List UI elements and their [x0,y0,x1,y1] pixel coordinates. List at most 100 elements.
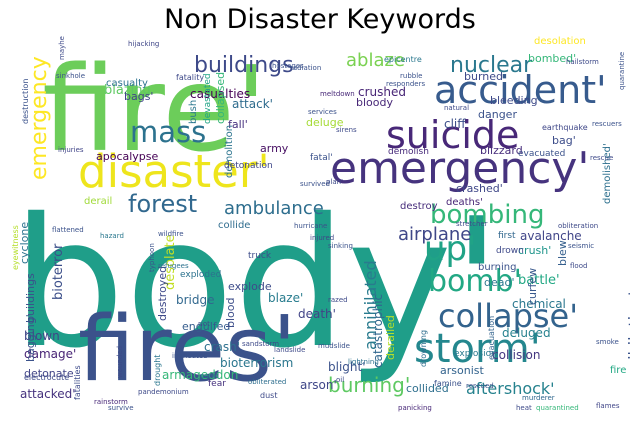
word-bombing-10: bombing [430,200,544,230]
word-earthquake-109: earthquake [542,123,588,132]
word-bleeding-63: bleeding [490,94,538,107]
word-seismic-140: seismic [568,242,594,250]
word-exploded-89: exploded [180,270,221,280]
word-electrocute-106: electrocute [24,373,69,382]
word-blood-58: blood [224,298,237,328]
word-arsonist-50: arsonist [440,364,484,377]
word-derail-86: derail [84,196,112,207]
word-destruction-114: destruction [21,79,30,124]
word-buildings-43: buildings [24,273,37,323]
word-fire-97: fire [610,365,626,376]
word-panic-137: panic [200,372,219,380]
word-radiation-112: radiation [290,64,321,72]
word-inundated-144: inundated [172,352,207,360]
word-curfew-48: curfew [526,268,539,305]
word-typhoon-150: typhoon [148,243,156,272]
word-bag-80: bag' [552,134,576,147]
word-ablaze-18: ablaze [346,50,405,71]
word-razed-145: razed [328,296,348,304]
word-dead-94: dead' [484,276,515,289]
word-mayhem-161: mayhem [58,36,66,60]
word-hurricane-124: hurricane [294,222,327,230]
word-blazing-25: blazing [104,83,151,98]
word-wildfire-162: wildfire [158,230,184,238]
word-catastrophic-28: catastrophic [371,294,385,368]
word-quarantine-156: quarantine [618,52,626,90]
word-army-60: army [260,142,289,155]
word-rescue-159: rescue [590,154,613,162]
word-fires-2: fires' [78,297,297,402]
chart-title: Non Disaster Keywords [164,4,476,35]
word-dust-120: dust [260,391,277,400]
word-bioterrorism-30: bioterrorism [220,356,293,370]
word-landslide-147: landslide [274,346,305,354]
word-rescuers-158: rescuers [592,120,622,128]
word-buildings-14: buildings [194,53,294,78]
word-drown-92: drown [496,246,524,256]
word-rubble-152: rubble [400,72,422,80]
word-battle-35: battle' [518,273,560,288]
word-emergency-16: emergency [27,56,52,180]
word-detonation-85: detonation [224,161,273,171]
word-cliff-64: cliff [444,117,466,131]
word-bagging-42: bagging' [24,314,37,362]
word-famine-117: famine [434,379,462,388]
word-blew-49: blew [556,240,569,266]
word-natural-157: natural [444,104,469,112]
word-obliterated-119: obliterated [248,378,286,386]
word-nuclear-15: nuclear [450,53,533,78]
word-evacuation-108: evacuation [487,316,496,360]
word-drought-121: drought [153,355,162,386]
word-hazard-134: hazard [100,232,124,240]
word-forest-13: forest [128,190,197,218]
word-first-93: first [498,231,516,241]
word-injured-122: injured [310,234,334,242]
word-attack-71: attack' [232,97,273,111]
word-storm-7: storm' [414,326,541,372]
word-bomb-9: bomb' [428,264,522,299]
word-blaze-54: blaze' [268,291,303,305]
word-mass-12: mass [130,115,206,149]
word-annihilated-22: annihilated [361,260,380,350]
word-deluged-45: deluged [502,326,551,340]
word-chemical-46: chemical [512,297,566,311]
word-truck-88: truck [248,251,272,261]
word-casualty-73: casualty [106,78,148,89]
word-bioterror-24: bioterror [51,243,66,300]
word-sinkhole-131: sinkhole [56,72,85,80]
word-destroyed-32: destroyed [156,266,169,321]
word-sirens-132: sirens [336,126,357,134]
word-cyclone-44: cyclone [18,222,31,264]
word-sandstorm-149: sandstorm [242,340,279,348]
word-crush-91: crush' [518,244,551,257]
word-body-0: body' [12,180,501,387]
word-fall-66: fall' [228,118,248,131]
word-desolate-31: desolate [163,234,178,290]
word-oil-138: oil [336,376,344,384]
word-demolish-84: demolish [388,147,429,157]
word-stretcher-141: stretcher [456,220,488,228]
word-hailstorm-154: hailstorm [566,58,599,66]
word-panicking-101: panicking [398,404,432,412]
word-rescued-100: rescued [466,382,494,390]
word-collapse-8: collapse' [438,297,578,335]
word-collision-33: collision [492,348,540,362]
word-services-130: services [308,108,337,116]
word-desolation-77: desolation [534,36,586,47]
word-burning-17: burning' [328,373,410,397]
word-crushed-27: crushed [358,85,406,99]
word-bush-67: bush [188,100,199,124]
word-collide-87: collide [218,220,250,231]
word-fire-1: fire' [42,40,267,178]
word-cloud: body' fire' fires' suicide emergency' disaste… [10,36,630,418]
word-flames-103: flames [596,402,620,410]
word-fatality-111: fatality [176,73,204,82]
word-derailed-34: derailed [384,315,397,360]
word-deaths-82: deaths' [446,197,483,208]
word-hijacking-113: hijacking [128,40,159,48]
word-riot-136: riot [198,320,210,328]
word-apocalypse-59: apocalypse [96,150,159,163]
word-bloody-61: bloody [356,96,393,109]
word-demolished-81: demolished' [602,143,613,204]
word-suicide-3: suicide [386,113,519,157]
